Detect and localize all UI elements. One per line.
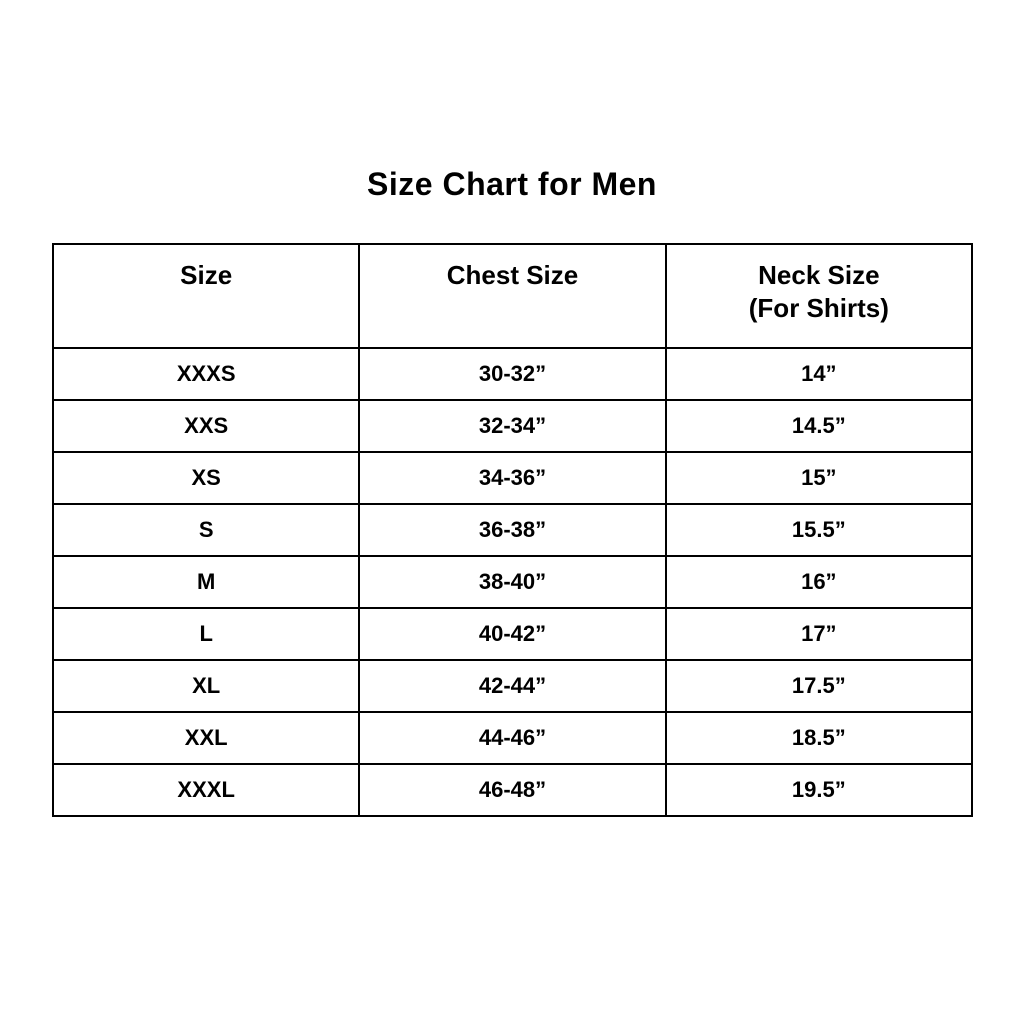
- cell-size: L: [51, 607, 361, 661]
- cell-neck-size: 17.5”: [664, 659, 974, 713]
- cell-neck-size: 14.5”: [664, 399, 974, 453]
- cell-size: XL: [51, 659, 361, 713]
- column-header-neck-size-sublabel: (For Shirts): [748, 292, 889, 323]
- cell-neck-size: 14”: [664, 347, 974, 401]
- cell-size: M: [51, 555, 361, 609]
- column-header-chest-size-label: Chest Size: [446, 260, 579, 290]
- cell-size: XXXL: [51, 763, 361, 817]
- cell-neck-size: 16”: [664, 555, 974, 609]
- cell-neck-size: 15.5”: [664, 503, 974, 557]
- column-header-neck-size-label: Neck Size: [758, 260, 880, 290]
- table-row: L 40-42” 17”: [51, 607, 974, 661]
- table-row: XS 34-36” 15”: [51, 451, 974, 505]
- cell-size: XS: [51, 451, 361, 505]
- cell-chest-size: 36-38”: [358, 503, 667, 557]
- table-row: M 38-40” 16”: [51, 555, 974, 609]
- column-header-size: Size: [51, 243, 361, 349]
- cell-chest-size: 42-44”: [358, 659, 667, 713]
- cell-neck-size: 18.5”: [664, 711, 974, 765]
- size-chart-table: Size Chest Size Neck Size (For Shirts) X…: [51, 243, 974, 817]
- cell-size: XXXS: [51, 347, 361, 401]
- cell-size: XXL: [51, 711, 361, 765]
- cell-chest-size: 34-36”: [358, 451, 667, 505]
- page-title: Size Chart for Men: [367, 166, 657, 202]
- cell-chest-size: 44-46”: [358, 711, 667, 765]
- column-header-chest-size: Chest Size: [358, 243, 667, 349]
- table-row: XXL 44-46” 18.5”: [51, 711, 974, 765]
- table-header-row: Size Chest Size Neck Size (For Shirts): [51, 243, 974, 349]
- cell-neck-size: 17”: [664, 607, 974, 661]
- column-header-size-label: Size: [180, 260, 233, 290]
- table-row: S 36-38” 15.5”: [51, 503, 974, 557]
- table-row: XXXS 30-32” 14”: [51, 347, 974, 401]
- cell-size: S: [51, 503, 361, 557]
- table-row: XXS 32-34” 14.5”: [51, 399, 974, 453]
- cell-chest-size: 46-48”: [358, 763, 667, 817]
- cell-chest-size: 30-32”: [358, 347, 667, 401]
- column-header-neck-size: Neck Size (For Shirts): [664, 243, 974, 349]
- cell-chest-size: 38-40”: [358, 555, 667, 609]
- table-row: XL 42-44” 17.5”: [51, 659, 974, 713]
- table-row: XXXL 46-48” 19.5”: [51, 763, 974, 817]
- cell-neck-size: 15”: [664, 451, 974, 505]
- cell-size: XXS: [51, 399, 361, 453]
- cell-chest-size: 40-42”: [358, 607, 667, 661]
- cell-neck-size: 19.5”: [664, 763, 974, 817]
- cell-chest-size: 32-34”: [358, 399, 667, 453]
